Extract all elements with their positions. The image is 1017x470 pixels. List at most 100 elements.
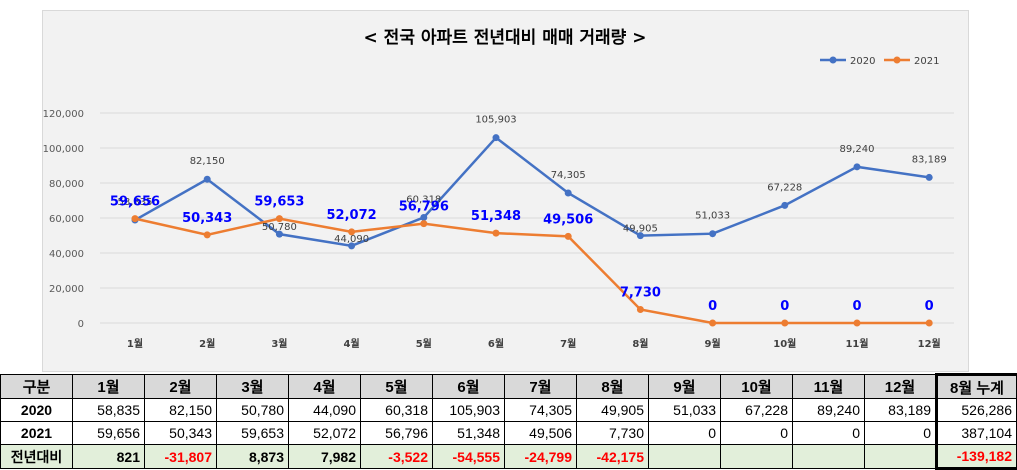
x-tick-label: 7월: [560, 338, 576, 350]
x-tick-label: 1월: [127, 338, 143, 350]
x-tick-label: 8월: [632, 338, 648, 350]
data-point-2021: [709, 320, 716, 327]
legend-marker: [894, 57, 901, 64]
data-point-2021: [493, 230, 500, 237]
y-tick-label: 100,000: [43, 144, 84, 155]
x-tick-label: 11월: [845, 338, 868, 350]
table-cell: 51,033: [649, 399, 721, 422]
data-label-2020: 83,189: [912, 154, 947, 165]
data-label-2021: 0: [780, 299, 789, 314]
table-cell: 83,189: [865, 399, 937, 422]
y-tick-label: 0: [78, 319, 84, 330]
data-label-2020: 44,090: [334, 234, 369, 245]
table-cell: 52,072: [289, 422, 361, 445]
table-header-cell: 6월: [433, 375, 505, 399]
data-label-2020: 49,905: [623, 224, 658, 235]
table-cell: 0: [793, 422, 865, 445]
table-cell: 67,228: [721, 399, 793, 422]
data-point-2020: [204, 176, 211, 183]
data-point-2020: [781, 202, 788, 209]
data-point-2020: [565, 189, 572, 196]
data-label-2021: 49,506: [543, 212, 593, 227]
line-chart: < 전국 아파트 전년대비 매매 거래량 > 020,00040,00060,0…: [42, 10, 969, 372]
table-cell: 74,305: [505, 399, 577, 422]
data-point-2021: [204, 231, 211, 238]
table-row-label: 2021: [1, 422, 73, 445]
table-header-cell: 12월: [865, 375, 937, 399]
table-cell: 0: [649, 422, 721, 445]
y-tick-label: 20,000: [49, 284, 84, 295]
table-cell: 49,905: [577, 399, 649, 422]
table-header-cell: 구분: [1, 375, 73, 399]
data-label-2021: 7,730: [620, 285, 661, 300]
table-header-cell: 10월: [721, 375, 793, 399]
series-line-2021: [135, 219, 929, 323]
table-cell: 51,348: [433, 422, 505, 445]
x-tick-label: 5월: [416, 338, 432, 350]
table-cell: 50,780: [217, 399, 289, 422]
data-point-2021: [420, 220, 427, 227]
data-point-2020: [709, 230, 716, 237]
data-point-2020: [926, 174, 933, 181]
data-point-2021: [781, 320, 788, 327]
series-line-2020: [135, 138, 929, 246]
data-point-2020: [420, 214, 427, 221]
table-cell: 50,343: [145, 422, 217, 445]
table-row-label: 2020: [1, 399, 73, 422]
data-point-2021: [926, 320, 933, 327]
table-header-cell: 8월 누계: [937, 375, 1017, 399]
table-header-cell: 5월: [361, 375, 433, 399]
data-label-2021: 59,656: [110, 195, 160, 210]
table-cell: 82,150: [145, 399, 217, 422]
table-cell: 105,903: [433, 399, 505, 422]
table-cell: 49,506: [505, 422, 577, 445]
table-header-cell: 2월: [145, 375, 217, 399]
table-cell: 44,090: [289, 399, 361, 422]
data-label-2021: 0: [852, 299, 861, 314]
table-cell: 0: [865, 422, 937, 445]
x-tick-label: 4월: [344, 338, 360, 350]
table-cell: 387,104: [937, 422, 1017, 445]
table-header-cell: 11월: [793, 375, 865, 399]
table-cell: 0: [721, 422, 793, 445]
data-label-2021: 50,343: [182, 211, 232, 226]
x-tick-label: 12월: [918, 338, 941, 350]
y-tick-label: 120,000: [43, 109, 84, 120]
table-cell: 56,796: [361, 422, 433, 445]
table-header-cell: 4월: [289, 375, 361, 399]
data-label-2020: 67,228: [767, 182, 802, 193]
legend-marker: [830, 57, 837, 64]
table-cell: 7,730: [577, 422, 649, 445]
table-cell: 89,240: [793, 399, 865, 422]
legend-label: 2020: [850, 56, 875, 67]
data-label-2021: 59,653: [254, 195, 304, 210]
data-label-2021: 56,796: [399, 200, 449, 215]
table-header-cell: 9월: [649, 375, 721, 399]
chart-title: < 전국 아파트 전년대비 매매 거래량 >: [364, 28, 647, 48]
data-label-2020: 89,240: [840, 144, 875, 155]
y-tick-label: 40,000: [49, 249, 84, 260]
data-point-2021: [637, 306, 644, 313]
table-header-cell: 7월: [505, 375, 577, 399]
x-tick-label: 6월: [488, 338, 504, 350]
data-label-2020: 105,903: [475, 115, 516, 126]
data-label-2020: 74,305: [551, 170, 586, 181]
data-point-2021: [276, 215, 283, 222]
data-label-2020: 82,150: [190, 156, 225, 167]
x-tick-label: 3월: [271, 338, 287, 350]
data-label-2021: 51,348: [471, 209, 521, 224]
table-cell: 59,653: [217, 422, 289, 445]
x-tick-label: 2월: [199, 338, 215, 350]
table-header-cell: 8월: [577, 375, 649, 399]
data-label-2020: 51,033: [695, 211, 730, 222]
x-tick-label: 10월: [773, 338, 796, 350]
table-header-cell: 3월: [217, 375, 289, 399]
data-point-2020: [493, 134, 500, 141]
x-tick-label: 9월: [705, 338, 721, 350]
data-point-2021: [854, 320, 861, 327]
data-point-2021: [132, 215, 139, 222]
legend-label: 2021: [914, 56, 939, 67]
